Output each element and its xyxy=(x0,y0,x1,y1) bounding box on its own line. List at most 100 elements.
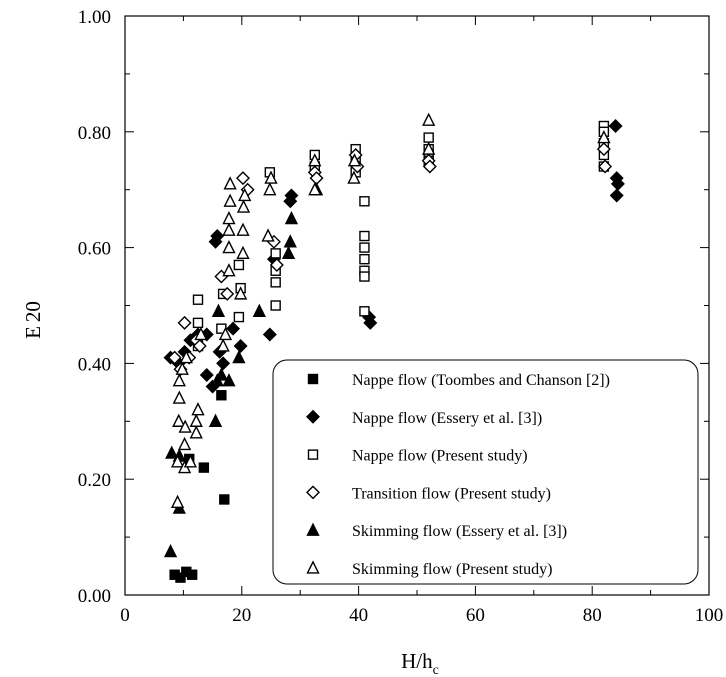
data-point xyxy=(172,413,186,427)
series-2 xyxy=(163,119,625,394)
data-point xyxy=(263,182,277,196)
data-point xyxy=(222,211,236,225)
data-point xyxy=(238,187,252,202)
data-point xyxy=(170,454,185,468)
data-point xyxy=(308,153,322,167)
legend-marker xyxy=(306,409,320,424)
x-tick-label: 80 xyxy=(583,605,602,626)
data-point xyxy=(194,326,208,341)
data-point xyxy=(216,356,231,371)
data-point xyxy=(363,315,378,330)
data-point xyxy=(210,229,225,244)
y-tick-label: 0.40 xyxy=(78,354,111,375)
data-point xyxy=(214,367,228,381)
data-point xyxy=(233,259,245,271)
legend-label: Transition flow (Present study) xyxy=(352,485,551,502)
data-point xyxy=(608,119,623,133)
data-point xyxy=(219,494,230,505)
axes: 0 20 40 60 80 100 0.00 0.20 0.40 0.60 0.80 1.00 xyxy=(78,7,724,626)
legend-label: Nappe flow (Toombes and Chanson [2]) xyxy=(352,372,610,389)
data-point xyxy=(233,311,245,323)
data-point xyxy=(218,326,233,341)
y-tick-label: 0.00 xyxy=(78,586,111,607)
data-point xyxy=(177,436,192,451)
data-point xyxy=(233,339,248,354)
data-point xyxy=(191,402,205,416)
y-tick-label: 0.80 xyxy=(78,123,111,144)
data-point xyxy=(220,286,235,301)
legend-marker xyxy=(307,373,319,385)
data-point xyxy=(598,159,613,174)
legend-label: Nappe flow (Present study) xyxy=(352,448,528,465)
data-point xyxy=(222,222,236,236)
data-points xyxy=(163,112,625,583)
data-point xyxy=(269,257,284,272)
y-axis-label: E20 xyxy=(21,301,45,339)
data-point xyxy=(226,321,241,336)
data-point xyxy=(216,338,230,352)
data-point xyxy=(175,572,186,583)
data-point xyxy=(359,230,370,242)
data-point xyxy=(359,253,370,265)
data-point xyxy=(422,112,436,126)
data-point xyxy=(178,419,192,433)
data-point xyxy=(186,569,198,580)
x-tick-label: 40 xyxy=(349,605,368,626)
legend: Nappe flow (Toombes and Chanson [2]) Napp… xyxy=(272,359,699,585)
data-point xyxy=(423,132,434,143)
x-axis-label: H/hc xyxy=(401,649,439,677)
data-point xyxy=(189,413,203,427)
data-point xyxy=(359,242,370,253)
series-4 xyxy=(167,142,613,377)
data-point xyxy=(597,129,611,144)
data-point xyxy=(236,245,250,260)
x-tick-label: 20 xyxy=(232,605,251,626)
legend-label: Skimming flow (Present study) xyxy=(352,561,552,578)
data-point xyxy=(192,339,207,354)
data-point xyxy=(175,361,189,375)
legend-marker xyxy=(307,449,319,460)
data-point xyxy=(235,171,250,186)
data-point xyxy=(167,350,182,365)
data-point xyxy=(347,170,361,184)
data-point xyxy=(222,239,236,254)
data-point xyxy=(216,390,227,401)
x-tick-label: 0 xyxy=(120,605,130,626)
data-point xyxy=(264,170,278,184)
data-point xyxy=(308,182,322,196)
y-tick-label: 1.00 xyxy=(78,7,111,28)
data-point xyxy=(233,286,248,300)
data-point xyxy=(284,188,299,203)
data-point xyxy=(232,349,246,364)
data-point xyxy=(422,141,436,155)
y-tick-label: 0.20 xyxy=(78,470,111,491)
data-point xyxy=(189,425,203,439)
data-point xyxy=(270,300,281,311)
legend-label: Skimming flow (Essery et al. [3]) xyxy=(352,523,567,540)
data-point xyxy=(222,373,236,387)
legend-marker xyxy=(306,522,320,536)
data-point xyxy=(236,222,250,236)
data-point xyxy=(172,390,186,404)
data-point xyxy=(347,153,362,167)
y-tick-label: 0.60 xyxy=(78,239,111,260)
data-point xyxy=(172,373,186,387)
data-point xyxy=(422,159,437,174)
x-tick-label: 60 xyxy=(466,605,485,626)
data-point xyxy=(179,349,193,364)
data-point xyxy=(359,306,370,317)
data-point xyxy=(270,248,281,259)
legend-marker xyxy=(306,560,320,574)
data-point xyxy=(222,263,236,277)
data-point xyxy=(281,245,296,260)
data-point xyxy=(192,317,204,329)
data-point xyxy=(236,199,251,213)
data-point xyxy=(163,543,178,558)
data-point xyxy=(359,271,370,282)
data-point xyxy=(359,196,370,207)
legend-box xyxy=(272,359,699,585)
data-point xyxy=(252,303,266,317)
data-point xyxy=(223,193,237,207)
legend-marker xyxy=(306,485,320,500)
